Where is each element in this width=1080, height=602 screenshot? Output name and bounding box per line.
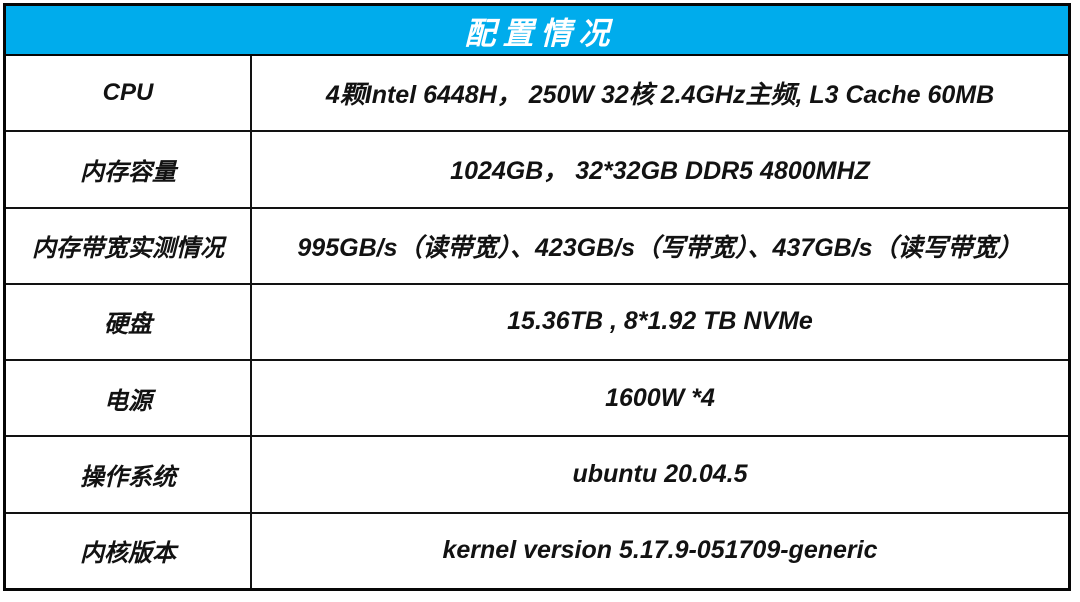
- table-body: CPU 4颗Intel 6448H， 250W 32核 2.4GHz主频, L3…: [6, 56, 1068, 588]
- row-value: kernel version 5.17.9-051709-generic: [442, 536, 878, 565]
- row-value: 1600W *4: [605, 383, 715, 412]
- row-value: ubuntu 20.04.5: [572, 460, 748, 489]
- row-label-cell: 电源: [6, 361, 252, 436]
- row-label: 硬盘: [104, 311, 152, 339]
- table-row: 操作系统 ubuntu 20.04.5: [6, 437, 1068, 514]
- row-value: 1024GB， 32*32GB DDR5 4800MHZ: [450, 157, 870, 186]
- row-label: 内存容量: [80, 158, 176, 186]
- row-value-cell: ubuntu 20.04.5: [252, 437, 1068, 511]
- table-row: 内存容量 1024GB， 32*32GB DDR5 4800MHZ: [6, 132, 1068, 209]
- table-row: CPU 4颗Intel 6448H， 250W 32核 2.4GHz主频, L3…: [6, 56, 1068, 133]
- table-row: 电源 1600W *4: [6, 361, 1068, 438]
- table-title: 配置情况: [464, 15, 617, 51]
- row-label: 内存带宽实测情况: [32, 235, 224, 263]
- row-value: 15.36TB , 8*1.92 TB NVMe: [507, 307, 813, 336]
- row-value: 995GB/s（读带宽）、423GB/s（写带宽）、437GB/s（读写带宽）: [297, 233, 1023, 262]
- row-value-cell: 4颗Intel 6448H， 250W 32核 2.4GHz主频, L3 Cac…: [252, 56, 1068, 130]
- row-label-cell: CPU: [6, 56, 252, 131]
- row-label-cell: 操作系统: [6, 437, 252, 512]
- row-value-cell: 1024GB， 32*32GB DDR5 4800MHZ: [252, 132, 1068, 206]
- row-value-cell: kernel version 5.17.9-051709-generic: [252, 514, 1068, 588]
- row-value-cell: 15.36TB , 8*1.92 TB NVMe: [252, 285, 1068, 359]
- row-label-cell: 硬盘: [6, 284, 252, 360]
- table-row: 内核版本 kernel version 5.17.9-051709-generi…: [6, 513, 1068, 588]
- row-value-cell: 1600W *4: [252, 361, 1068, 435]
- table-row: 内存带宽实测情况 995GB/s（读带宽）、423GB/s（写带宽）、437GB…: [6, 208, 1068, 285]
- row-label-cell: 内存容量: [6, 132, 252, 207]
- row-label: 内核版本: [80, 540, 176, 568]
- row-label-cell: 内存带宽实测情况: [6, 208, 252, 283]
- table-header: 配置情况: [6, 6, 1068, 56]
- config-table: 配置情况 CPU 4颗Intel 6448H， 250W 32核 2.4GHz主…: [3, 3, 1071, 591]
- row-value: 4颗Intel 6448H， 250W 32核 2.4GHz主频, L3 Cac…: [325, 81, 995, 110]
- row-label-cell: 内核版本: [6, 513, 252, 588]
- row-label: 电源: [104, 387, 152, 415]
- row-label: CPU: [102, 79, 154, 107]
- row-value-cell: 995GB/s（读带宽）、423GB/s（写带宽）、437GB/s（读写带宽）: [252, 209, 1068, 283]
- table-row: 硬盘 15.36TB , 8*1.92 TB NVMe: [6, 284, 1068, 362]
- row-label: 操作系统: [80, 464, 176, 492]
